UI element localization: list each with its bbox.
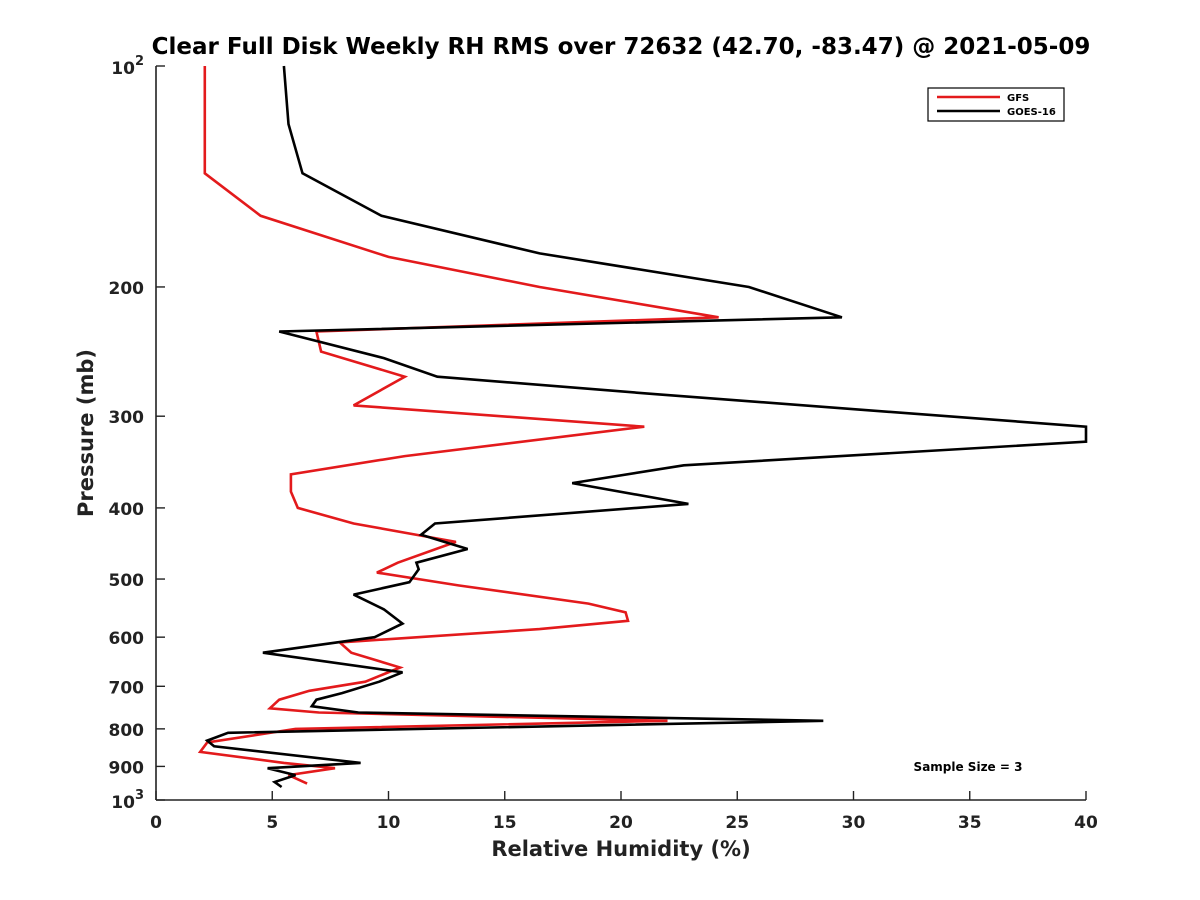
x-tick-label: 5	[266, 813, 278, 833]
x-tick-label: 0	[150, 813, 162, 833]
plot-area: 0 5 10 15 20 25 30 35 40 10220030040050060070080…	[109, 54, 1098, 833]
y-tick-label: 300	[109, 408, 145, 428]
x-ticks: 0 5 10 15 20 25 30 35 40	[150, 791, 1098, 833]
y-tick-label: 500	[109, 571, 145, 591]
x-tick-label: 40	[1074, 813, 1098, 833]
y-tick-label: 400	[109, 500, 145, 520]
y-tick-label: 200	[109, 279, 145, 299]
legend-label-gfs: GFS	[1007, 93, 1029, 104]
y-tick-label: 600	[109, 629, 145, 649]
series-line-gfs	[197, 66, 719, 785]
series-line-goes16	[204, 65, 1088, 789]
chart-title: Clear Full Disk Weekly RH RMS over 72632…	[152, 34, 1091, 60]
y-tick-label: 900	[109, 758, 145, 778]
y-axis-label: Pressure (mb)	[74, 349, 98, 517]
y-tick-label: 700	[109, 678, 145, 698]
legend-label-goes16: GOES-16	[1007, 107, 1056, 118]
y-tick-label-base: 10	[111, 793, 135, 813]
y-tick-label-base: 10	[111, 59, 135, 79]
y-tick-label: 800	[109, 721, 145, 741]
y-tick-label-exponent: 3	[135, 788, 144, 803]
series-layer	[197, 65, 1088, 789]
y-tick-label-exponent: 2	[135, 54, 144, 69]
y-tick-label: 103	[111, 788, 144, 813]
legend-box	[927, 87, 1065, 122]
legend: GFS GOES-16	[927, 87, 1065, 122]
x-axis-label: Relative Humidity (%)	[491, 837, 750, 861]
y-tick-label: 102	[111, 54, 144, 79]
x-tick-label: 10	[377, 813, 401, 833]
x-tick-label: 20	[609, 813, 633, 833]
x-tick-label: 25	[725, 813, 749, 833]
x-tick-label: 30	[842, 813, 866, 833]
sample-size-annotation: Sample Size = 3	[914, 760, 1023, 774]
x-tick-label: 15	[493, 813, 517, 833]
x-tick-label: 35	[958, 813, 982, 833]
